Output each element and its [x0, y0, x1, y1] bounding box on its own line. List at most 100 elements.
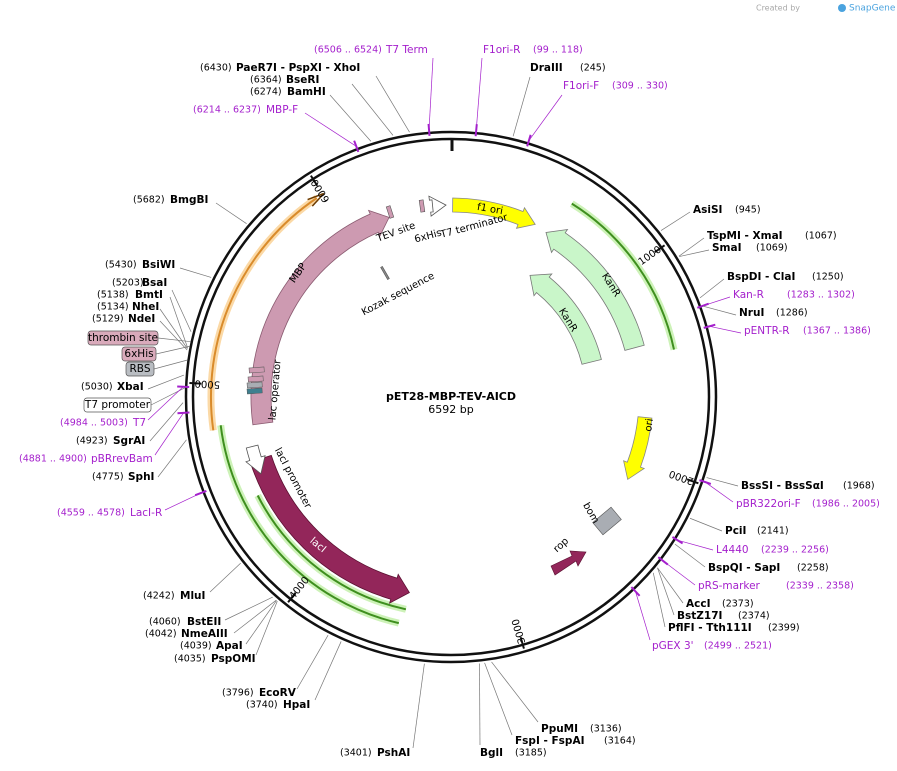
site-leader — [351, 83, 394, 136]
site-leader — [657, 567, 675, 616]
site-name: SmaI — [712, 242, 742, 254]
feature-arrow — [249, 454, 410, 604]
site-leader — [512, 76, 531, 137]
site-position: (6274) — [250, 87, 282, 98]
feature-box — [592, 506, 622, 536]
ring-tick-label: 3000 — [511, 617, 529, 645]
ring-tick — [654, 244, 666, 254]
site-name: PspOMI — [211, 653, 256, 665]
feature-arrow — [623, 416, 653, 481]
site-position: (4242) — [143, 591, 175, 602]
site-name: T7 — [132, 417, 146, 429]
site-name: BspQI - SapI — [708, 562, 780, 574]
site-leader — [255, 600, 278, 656]
site-position: (4060) — [149, 617, 181, 628]
tag-label: RBS — [130, 363, 151, 375]
plasmid-length: 6592 bp — [428, 403, 473, 416]
site-name: MBP-F — [266, 104, 298, 116]
length-unit: bp — [460, 403, 474, 416]
site-position: (4042) — [145, 629, 177, 640]
tag-box — [125, 361, 155, 377]
site-name: BssSI - BssSαI — [741, 480, 824, 492]
site-leader — [224, 596, 273, 621]
site-leader — [699, 278, 725, 299]
site-position: (2374) — [738, 611, 770, 622]
site-leader — [159, 308, 188, 349]
feature-label: f1 ori — [476, 202, 504, 217]
tag-box — [83, 397, 152, 413]
site-name: BamHI — [287, 86, 326, 98]
site-leader — [479, 663, 481, 746]
site-name: PciI — [725, 525, 746, 537]
primer-mark — [427, 123, 431, 136]
site-position: (3796) — [222, 688, 254, 699]
length: 6592 — [428, 403, 456, 416]
operator-box — [246, 381, 263, 389]
ring-tick — [310, 175, 319, 187]
feature-label: lac operator — [267, 359, 283, 421]
feature-label: ori — [643, 418, 656, 432]
site-position: (1286) — [776, 308, 808, 319]
site-position: (2499 .. 2521) — [704, 641, 772, 652]
site-position: (1283 .. 1302) — [787, 290, 855, 301]
site-position: (6430) — [200, 63, 232, 74]
primer-mark — [703, 323, 716, 329]
site-position: (4923) — [76, 436, 108, 447]
feature-arrow — [245, 444, 266, 475]
site-leader — [635, 591, 651, 641]
site-name: NdeI — [128, 313, 155, 325]
site-position: (1968) — [843, 481, 875, 492]
primer-mark — [697, 302, 709, 309]
site-leader — [329, 94, 372, 142]
site-name: F1ori-R — [483, 44, 520, 56]
site-position: (1986 .. 2005) — [812, 499, 880, 510]
credit-brand: SnapGene — [849, 4, 896, 14]
site-name: SphI — [128, 471, 154, 483]
site-name: PflFI - Tth111I — [668, 622, 752, 634]
site-leader — [678, 237, 705, 257]
site-name: LacI-R — [130, 507, 162, 519]
ring-tick-label: 4000 — [287, 575, 311, 602]
ring-outer — [184, 130, 718, 664]
site-position: (2141) — [757, 526, 789, 537]
ring-tick-label: 2000 — [668, 467, 696, 486]
site-leader — [147, 386, 184, 421]
site-leader — [689, 517, 723, 532]
feature-box — [418, 199, 426, 213]
site-leader — [314, 641, 342, 701]
feature-label: Kozak sequence — [360, 271, 436, 319]
site-name: BsiWI — [142, 259, 175, 271]
site-position: (4039) — [180, 641, 212, 652]
site-name: PaeR7I - PspXI - XhoI — [236, 62, 360, 74]
site-name: BstEII — [187, 616, 221, 628]
site-leader — [296, 634, 329, 690]
site-position: (245) — [580, 63, 606, 74]
site-name: NmeAIII — [181, 628, 228, 640]
tag-label: T7 promoter — [84, 399, 151, 411]
feature-arrow — [428, 195, 447, 217]
feature-arc — [571, 202, 675, 350]
tag-box — [87, 330, 159, 346]
feature-arrow — [545, 228, 645, 351]
primer-mark — [474, 124, 478, 137]
site-leader — [169, 296, 188, 348]
site-leader — [475, 57, 483, 131]
site-leader — [704, 481, 734, 503]
feature-arc — [256, 495, 407, 611]
site-leader — [706, 477, 739, 487]
site-leader — [179, 267, 212, 278]
operator-box — [246, 387, 263, 395]
site-position: (5203) — [112, 278, 144, 289]
site-position: (4881 .. 4900) — [19, 454, 87, 465]
site-position: (6364) — [250, 75, 282, 86]
site-position: (1250) — [812, 272, 844, 283]
site-position: (3185) — [515, 748, 547, 759]
site-leader — [171, 289, 192, 332]
site-leader — [652, 572, 666, 628]
site-name: AsiSI — [693, 204, 722, 216]
site-leader — [660, 211, 691, 231]
site-position: (5430) — [105, 260, 137, 271]
site-position: (3401) — [340, 748, 372, 759]
primer-mark — [699, 479, 712, 485]
site-position: (945) — [735, 205, 761, 216]
